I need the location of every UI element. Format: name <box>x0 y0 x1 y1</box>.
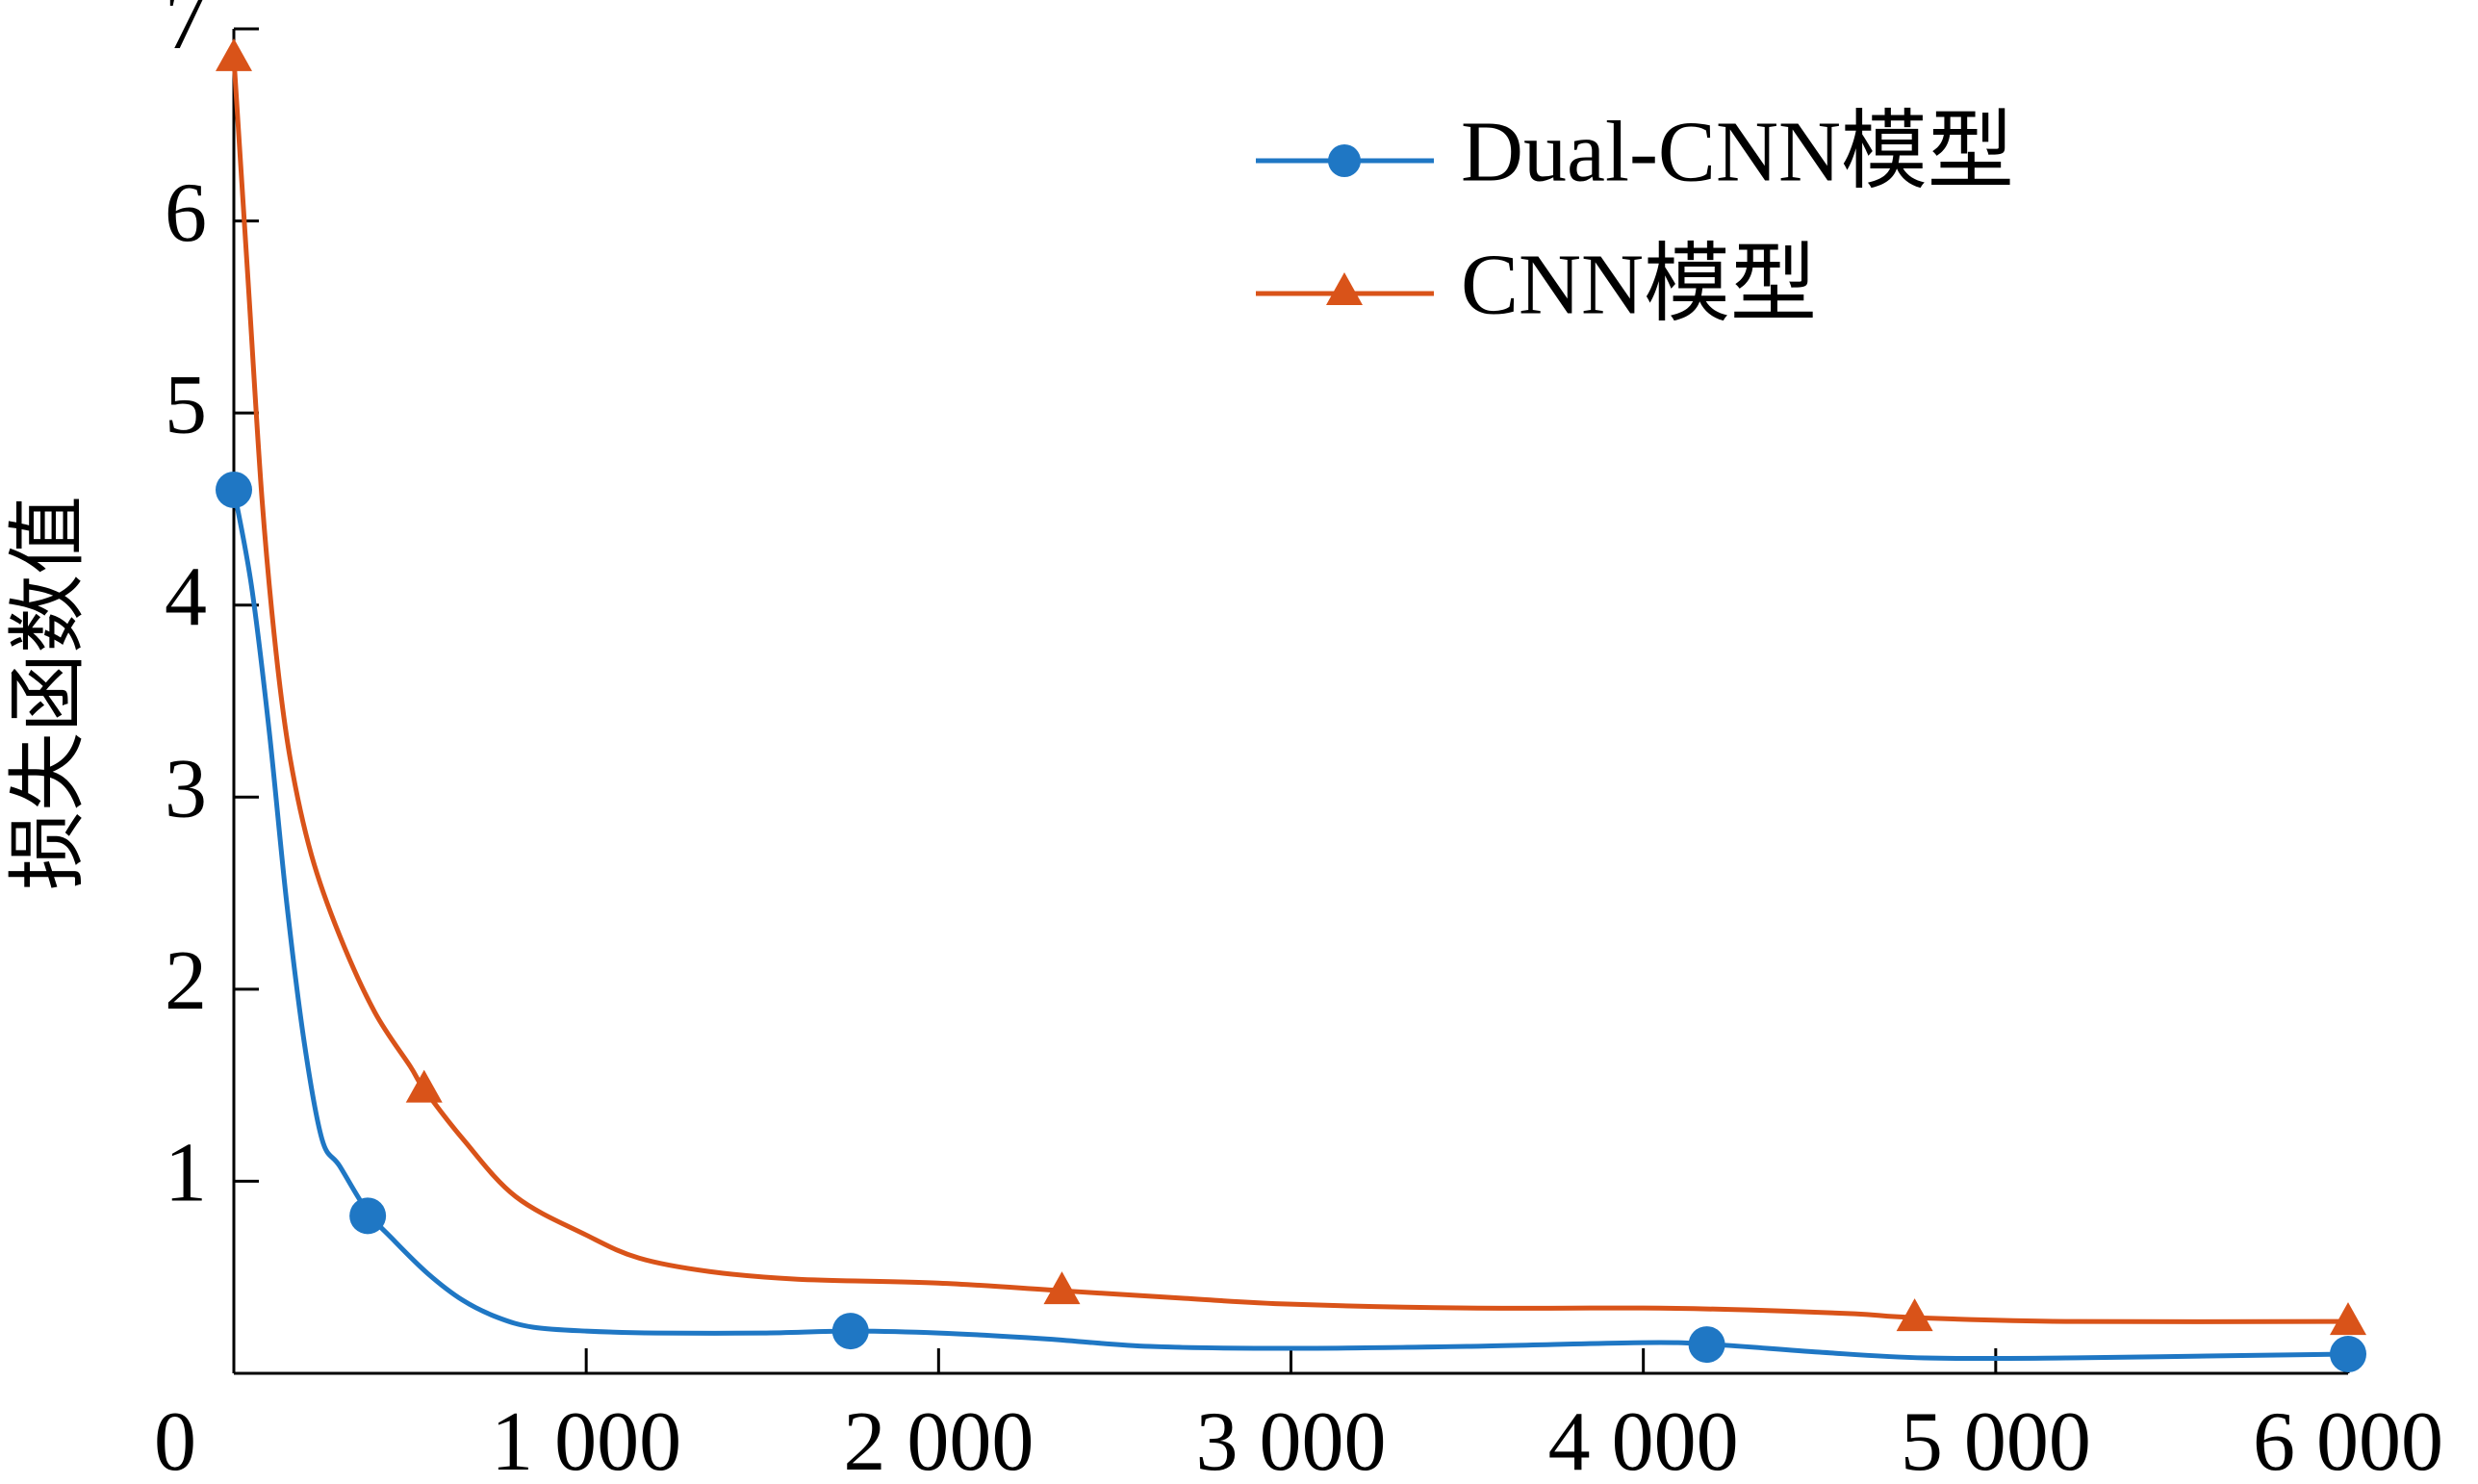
series <box>216 38 2366 1373</box>
y-tick-label: 3 <box>165 742 207 835</box>
data-point-cnn <box>1043 1271 1081 1305</box>
y-tick-label: 7 <box>165 0 207 67</box>
data-point-cnn <box>1896 1298 1933 1332</box>
series-line-dual-cnn <box>231 489 2349 1362</box>
x-tick-label: 6 000 <box>2253 1395 2443 1484</box>
x-tick-label: 4 000 <box>1548 1395 1739 1484</box>
ticks: 0 1 000 2 000 3 000 4 000 5 000 6 000 1 2 3 4 5 6 7 <box>154 0 2443 1484</box>
data-point-dual-cnn <box>216 471 252 508</box>
data-point-cnn <box>216 38 252 71</box>
x-tick-label: 2 000 <box>843 1395 1034 1484</box>
legend-label-cnn: CNN模型 <box>1461 238 1817 333</box>
data-point-dual-cnn <box>1688 1326 1725 1364</box>
x-tick-label: 0 <box>154 1395 196 1484</box>
data-point-cnn <box>405 1069 443 1103</box>
legend: Dual-CNN模型 CNN模型 <box>1256 105 2014 333</box>
data-point-dual-cnn <box>831 1313 869 1350</box>
x-tick-label: 5 000 <box>1901 1395 2091 1484</box>
x-tick-label: 1 000 <box>491 1395 681 1484</box>
legend-label-dual-cnn: Dual-CNN模型 <box>1461 105 2014 200</box>
data-point-dual-cnn <box>2330 1336 2366 1373</box>
y-tick-label: 4 <box>165 550 207 644</box>
series-line-cnn <box>231 57 2349 1324</box>
data-point-cnn <box>2330 1302 2366 1336</box>
legend-marker-cnn <box>1326 272 1363 305</box>
y-axis-label: 损失函数值 <box>2 496 93 890</box>
data-point-dual-cnn <box>349 1197 387 1235</box>
x-tick-label: 3 000 <box>1196 1395 1387 1484</box>
legend-marker-dual-cnn <box>1328 144 1361 177</box>
y-tick-label: 5 <box>165 358 207 451</box>
y-tick-label: 2 <box>165 934 207 1028</box>
y-tick-label: 1 <box>165 1127 207 1220</box>
axes <box>232 29 2348 1375</box>
y-tick-label: 6 <box>165 166 207 260</box>
